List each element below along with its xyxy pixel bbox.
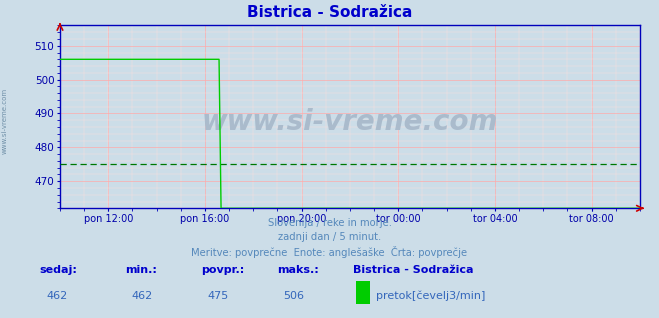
Text: www.si-vreme.com: www.si-vreme.com <box>2 88 8 154</box>
Text: 506: 506 <box>283 291 304 301</box>
Text: min.:: min.: <box>125 265 157 275</box>
Text: Slovenija / reke in morje.: Slovenija / reke in morje. <box>268 218 391 228</box>
Text: maks.:: maks.: <box>277 265 318 275</box>
Text: zadnji dan / 5 minut.: zadnji dan / 5 minut. <box>278 232 381 242</box>
Text: Bistrica - Sodražica: Bistrica - Sodražica <box>247 5 412 20</box>
Text: 462: 462 <box>46 291 67 301</box>
Text: Bistrica - Sodražica: Bistrica - Sodražica <box>353 265 473 275</box>
Text: 475: 475 <box>208 291 229 301</box>
Text: povpr.:: povpr.: <box>201 265 244 275</box>
Text: 462: 462 <box>132 291 153 301</box>
Text: Meritve: povprečne  Enote: anglešaške  Črta: povprečje: Meritve: povprečne Enote: anglešaške Črt… <box>191 246 468 259</box>
Text: sedaj:: sedaj: <box>40 265 77 275</box>
Text: pretok[čevelj3/min]: pretok[čevelj3/min] <box>376 290 485 301</box>
Text: www.si-vreme.com: www.si-vreme.com <box>202 108 498 136</box>
